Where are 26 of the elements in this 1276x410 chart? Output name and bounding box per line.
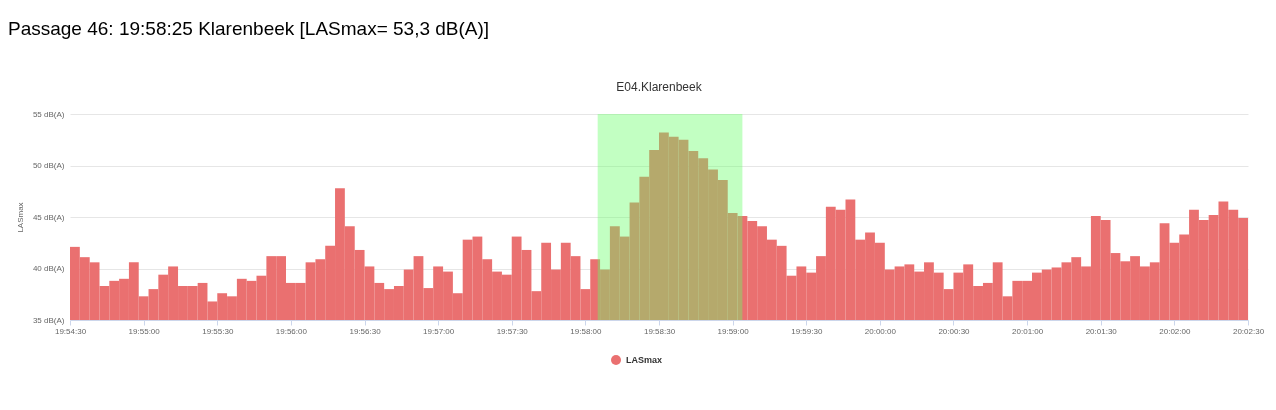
x-tick-label: 20:02:00 xyxy=(1159,326,1191,336)
x-tick-label: 19:57:00 xyxy=(423,326,455,336)
x-tick-label: 20:02:30 xyxy=(1232,326,1265,336)
y-tick-label: 45 dB(A) xyxy=(32,212,65,222)
y-tick-label: 55 dB(A) xyxy=(32,109,65,119)
x-tick-label: 20:00:30 xyxy=(938,326,971,336)
x-tick-label: 19:59:30 xyxy=(791,326,823,336)
x-tick-label: 20:01:00 xyxy=(1012,326,1044,336)
y-tick-label: 35 dB(A) xyxy=(32,315,65,325)
x-tick-label: 19:55:30 xyxy=(202,326,234,336)
chart-subtitle: E04.Klarenbeek xyxy=(616,80,703,94)
x-tick-label: 19:58:00 xyxy=(570,326,603,336)
x-tick-label: 19:56:00 xyxy=(275,326,308,336)
x-tick-label: 19:54:30 xyxy=(54,326,87,336)
x-tick-label: 19:57:30 xyxy=(496,326,529,336)
y-axis-title: LASmax xyxy=(15,202,25,233)
x-tick-label: 19:55:00 xyxy=(128,326,161,336)
chart-title: Passage 46: 19:58:25 Klarenbeek [LASmax= 53,3 dB(A)] xyxy=(8,18,490,40)
y-tick-label: 40 dB(A) xyxy=(32,264,65,273)
x-tick-label: 19:56:30 xyxy=(349,326,382,336)
x-tick-label: 20:00:00 xyxy=(864,326,897,336)
y-tick-label: 50 dB(A) xyxy=(32,161,65,170)
x-tick-label: 20:01:30 xyxy=(1085,326,1118,336)
legend-label: LASmax xyxy=(626,355,663,365)
x-tick-label: 19:58:30 xyxy=(643,326,676,336)
x-tick-label: 19:59:00 xyxy=(717,326,750,336)
